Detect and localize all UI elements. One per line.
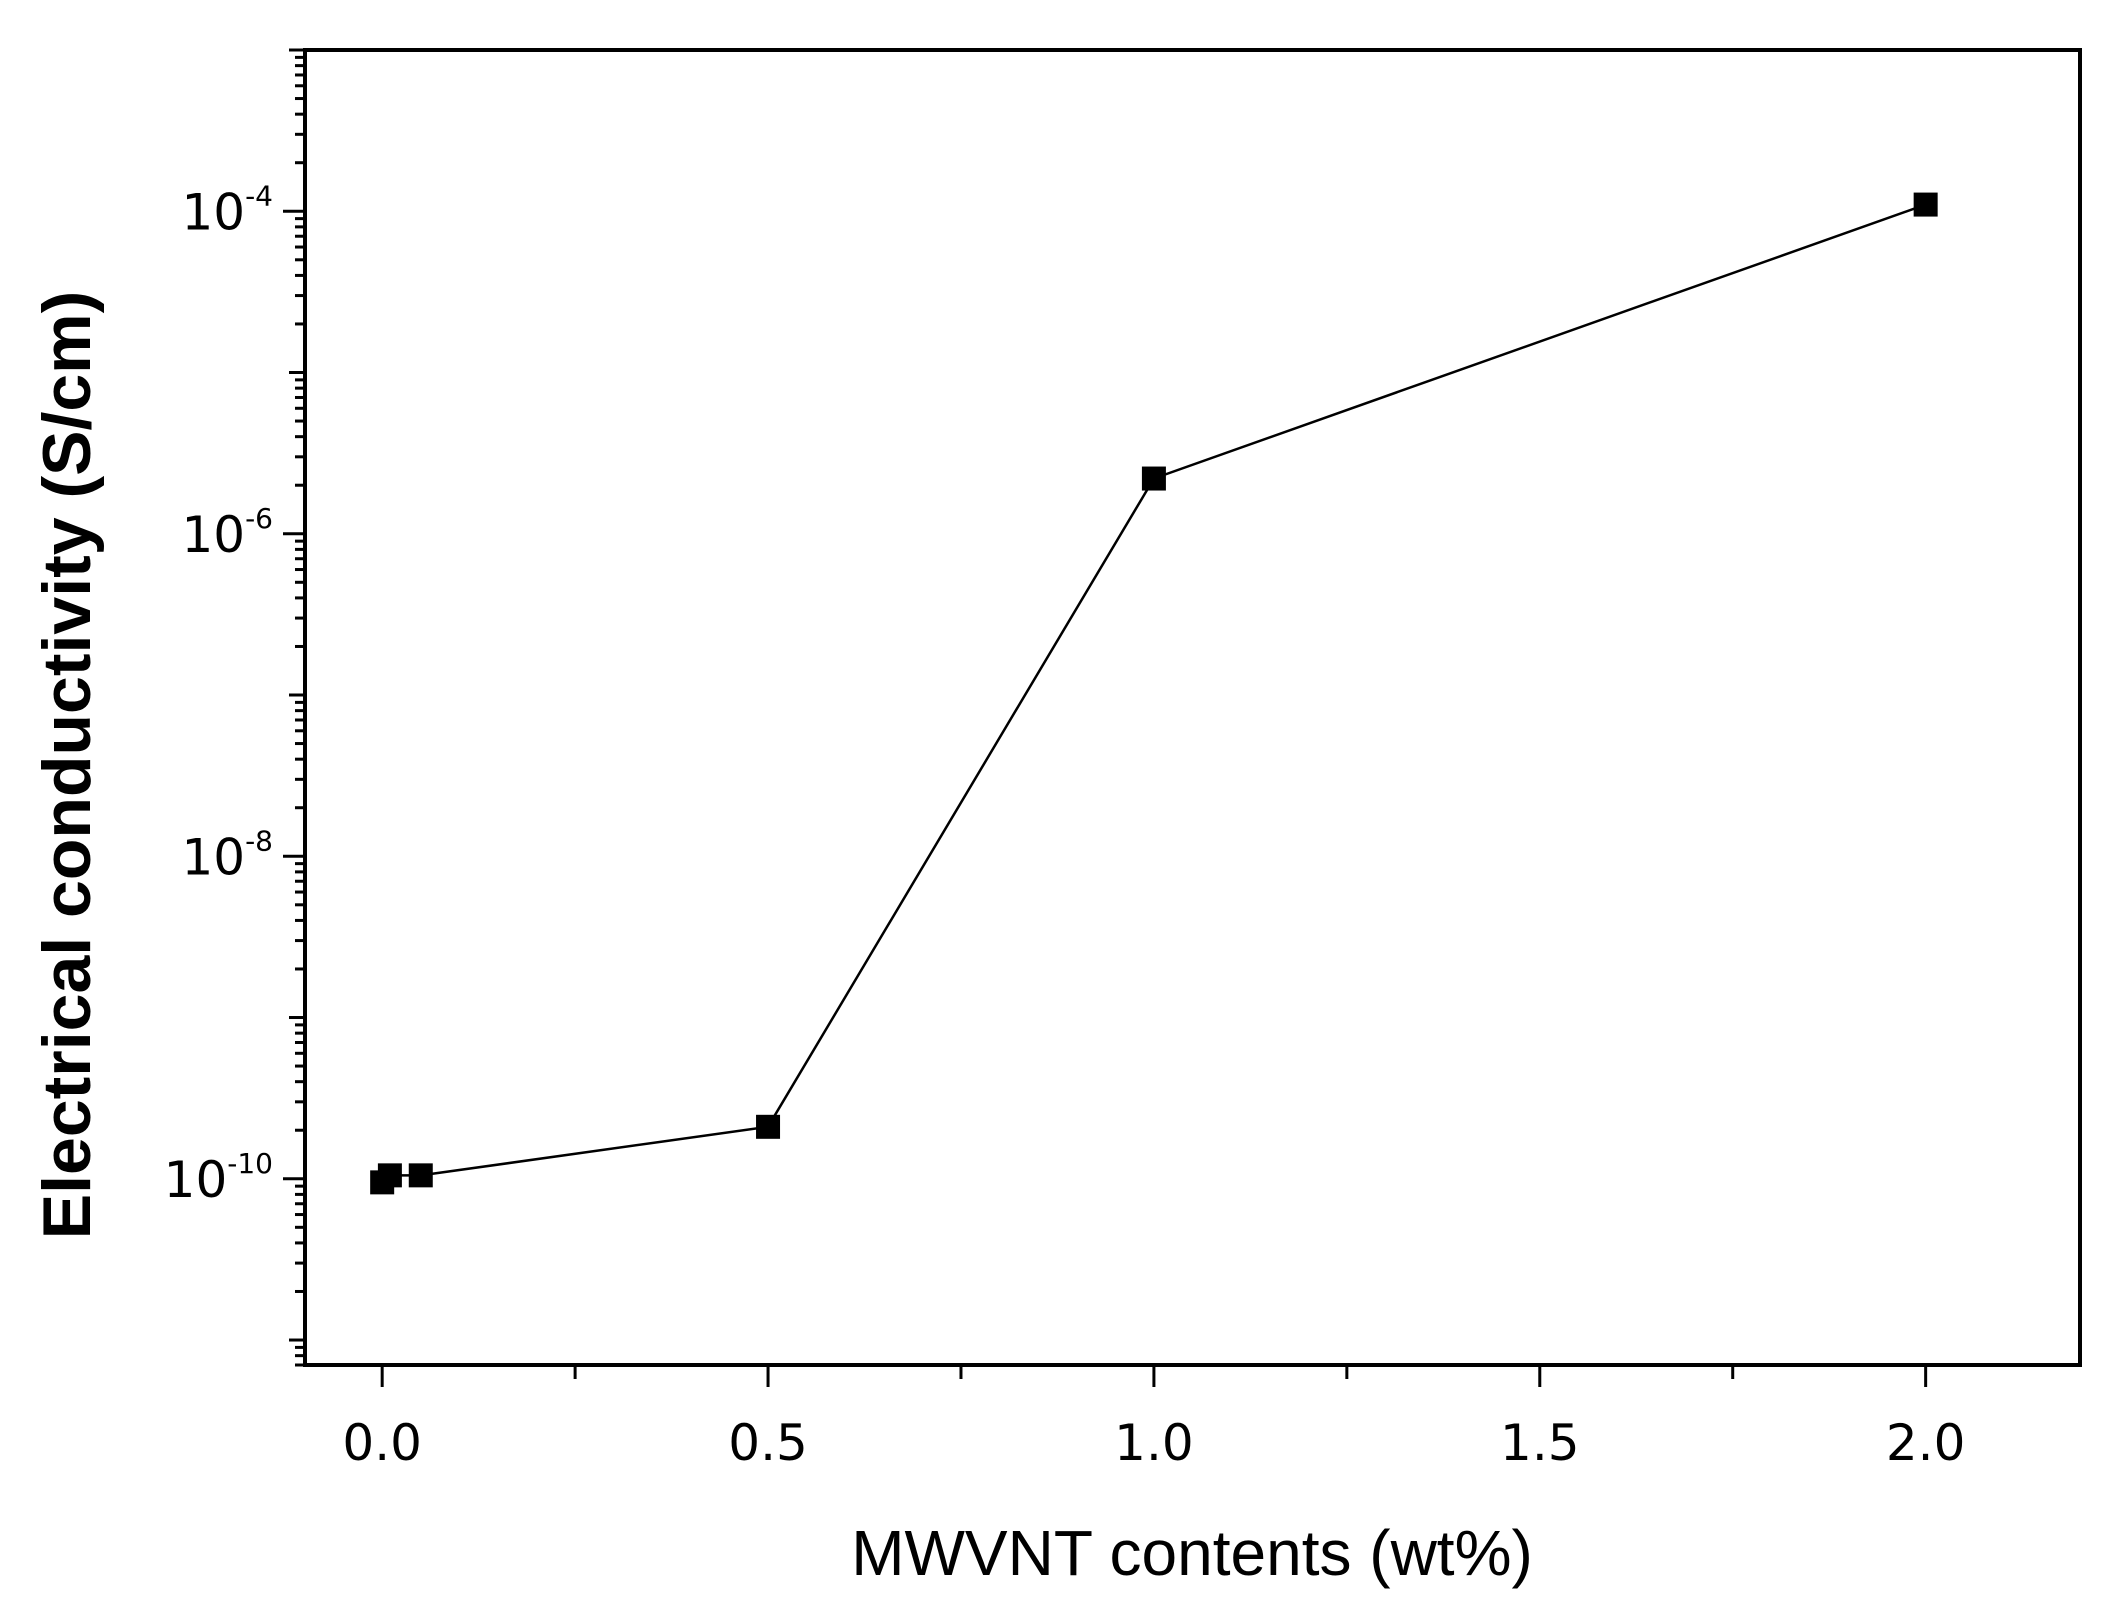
data-point-marker — [756, 1114, 781, 1139]
y-tick-label: 10-10 — [164, 1147, 273, 1209]
series-layer — [370, 192, 1938, 1195]
x-tick-label: 1.0 — [1114, 1414, 1194, 1472]
x-tick-label: 0.0 — [342, 1414, 422, 1472]
data-point-marker — [1913, 192, 1938, 217]
data-point-marker — [408, 1163, 433, 1188]
y-tick-label: 10-4 — [181, 179, 273, 241]
series-line — [381, 203, 1927, 1184]
data-point-marker — [377, 1163, 402, 1188]
y-tick-label: 10-6 — [181, 502, 273, 564]
x-axis-label: MWVNT contents (wt%) — [851, 1517, 1533, 1589]
y-tick-label: 10-8 — [181, 824, 273, 886]
x-tick-label: 2.0 — [1886, 1414, 1966, 1472]
x-tick-label: 0.5 — [728, 1414, 808, 1472]
y-axis-ticks: 10-10 10-8 10-6 10-4 — [164, 48, 305, 1367]
x-tick-label: 1.5 — [1500, 1414, 1580, 1472]
y-axis-label: Electrical conductivity (S/cm) — [29, 291, 105, 1240]
x-axis-ticks: 0.0 0.5 1.0 1.5 2.0 — [342, 1365, 1965, 1472]
plot-frame — [303, 48, 2082, 1367]
data-point-marker — [1141, 466, 1166, 491]
